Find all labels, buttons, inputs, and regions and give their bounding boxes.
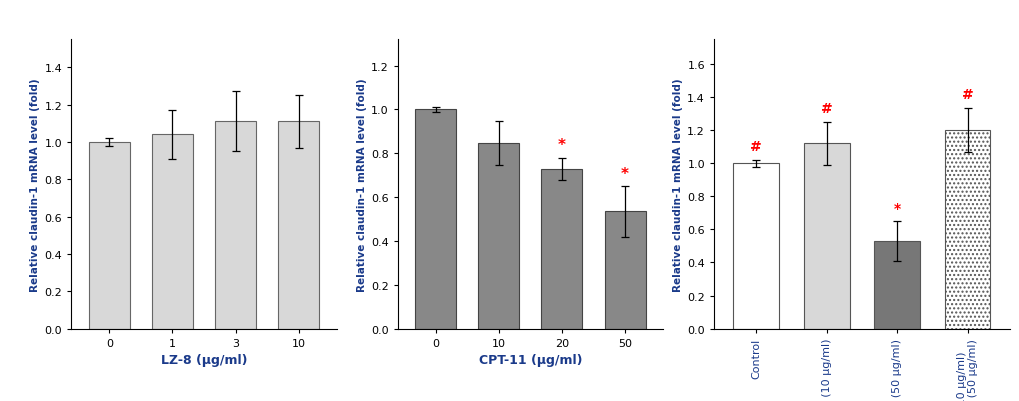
Bar xyxy=(215,122,256,329)
Bar xyxy=(733,164,779,329)
Bar xyxy=(152,135,193,329)
Text: *: * xyxy=(621,166,629,181)
Bar xyxy=(944,131,989,329)
X-axis label: CPT-11 (μg/ml): CPT-11 (μg/ml) xyxy=(478,353,582,366)
Y-axis label: Relative claudin-1 mRNA level (fold): Relative claudin-1 mRNA level (fold) xyxy=(357,78,367,291)
Text: *: * xyxy=(893,201,900,215)
Bar xyxy=(803,144,849,329)
X-axis label: LZ-8 (μg/ml): LZ-8 (μg/ml) xyxy=(161,353,247,366)
Bar xyxy=(278,122,319,329)
Y-axis label: Relative claudin-1 mRNA level (fold): Relative claudin-1 mRNA level (fold) xyxy=(31,78,41,291)
Text: *: * xyxy=(557,138,566,153)
Bar xyxy=(604,212,645,329)
Bar xyxy=(478,144,519,329)
Y-axis label: Relative claudin-1 mRNA level (fold): Relative claudin-1 mRNA level (fold) xyxy=(673,78,683,291)
Bar xyxy=(873,241,919,329)
Text: #: # xyxy=(750,140,761,154)
Bar xyxy=(89,142,129,329)
Text: #: # xyxy=(820,102,832,116)
Bar xyxy=(415,110,455,329)
Text: #: # xyxy=(961,88,972,102)
Bar xyxy=(541,169,582,329)
